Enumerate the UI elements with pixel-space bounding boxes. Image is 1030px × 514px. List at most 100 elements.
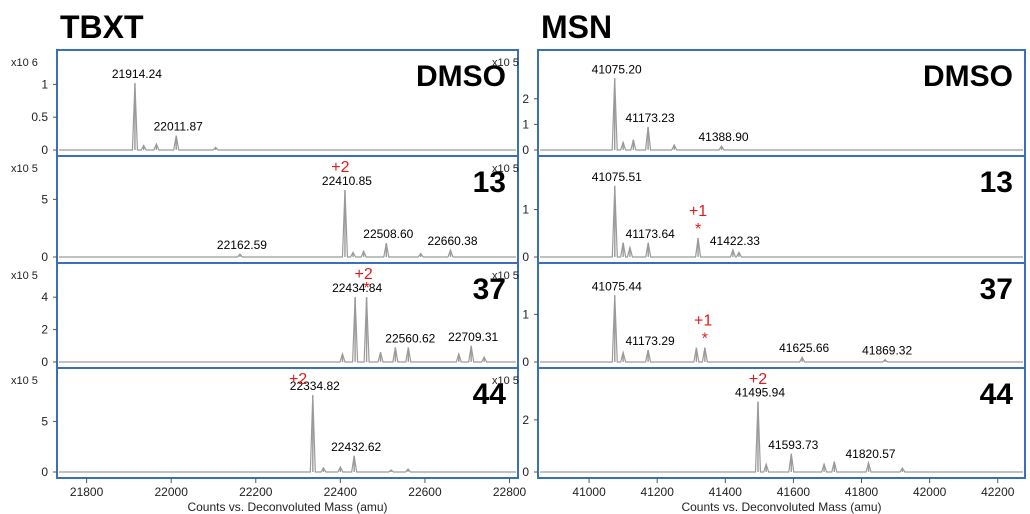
y-scale-label: x10 6 [11,57,38,69]
x-tick-label: 21800 [70,485,104,499]
peak-label: 41173.29 [626,334,675,348]
peak-label: 22162.59 [217,238,267,252]
y-tick-label: 0 [522,143,529,157]
y-tick-label: 1 [41,77,48,91]
peak-label: 41075.20 [592,62,642,76]
asterisk-annotation: * [363,280,369,297]
peak-label: 22011.87 [154,120,203,134]
peak-label: 22560.62 [385,331,435,345]
x-tick-label: 41200 [641,485,675,499]
charge-annotation: +2 [331,159,349,176]
chart-title: MSN [541,9,612,45]
x-tick-label: 22800 [493,485,527,499]
peak-label: 41388.90 [698,130,748,144]
charge-annotation: +1 [694,313,712,330]
charge-annotation: +1 [689,203,707,220]
y-tick-label: 5 [41,414,48,428]
peak-label: 41593.73 [768,438,818,452]
peak-label: 22709.31 [448,330,498,344]
panel-44: x10 5 0 5 22334.82 22432.62 +2 44 [11,367,519,479]
condition-label: 44 [473,378,507,411]
panel-13: x10 5 0 5 22162.59 22410.85 22508.60 22660.38 +… [11,155,519,264]
x-tick-label: 42200 [981,485,1015,499]
peak-label: 22660.38 [427,234,477,248]
spectrum-trace [540,185,1023,258]
y-scale-label: x10 5 [492,163,519,175]
peak-label: 41173.23 [625,111,674,125]
y-tick-label: 1 [522,117,529,131]
condition-label: DMSO [923,60,1013,93]
y-tick-label: 2 [41,323,48,337]
y-scale-label: x10 5 [11,270,38,282]
y-tick-label: 0 [522,250,529,264]
x-tick-label: 22400 [324,485,358,499]
chart-title: TBXT [60,9,144,45]
y-tick-label: 5 [41,192,48,206]
y-tick-label: 1 [522,203,529,217]
x-tick-label: 22200 [239,485,273,499]
y-tick-label: 4 [41,290,48,304]
x-tick-label: 42000 [913,485,947,499]
y-tick-label: 0 [522,465,529,479]
x-tick-label: 41000 [572,485,606,499]
asterisk-annotation: * [702,331,708,348]
charge-annotation: +2 [289,371,307,388]
y-tick-label: 1 [522,307,529,321]
spectrum-trace [59,83,516,151]
panel-dmso: x10 5 0 1 2 41075.20 41173.23 41388.90 DMSO [492,49,1026,157]
panel-border [56,367,519,479]
peak-label: 41625.66 [779,341,829,355]
x-axis-label: Counts vs. Deconvoluted Mass (amu) [187,500,387,514]
y-tick-label: 0 [41,355,48,369]
y-scale-label: x10 5 [492,375,519,387]
peak-label: 21914.24 [112,67,162,81]
x-axis-label: Counts vs. Deconvoluted Mass (amu) [681,500,881,514]
condition-label: DMSO [416,60,506,93]
y-scale-label: x10 5 [11,375,38,387]
peak-label: 22432.62 [331,440,381,454]
spectrum-trace [540,78,1023,151]
condition-label: 37 [980,273,1013,306]
x-tick-label: 22600 [408,485,442,499]
y-tick-label: 2 [522,92,529,106]
peak-label: 41075.44 [592,279,642,293]
panel-border [56,262,519,369]
y-tick-label: 0 [41,465,48,479]
peak-label: 41173.64 [626,227,675,241]
x-tick-label: 41400 [709,485,743,499]
peak-label: 41495.94 [735,386,785,400]
peak-label: 22508.60 [363,227,413,241]
y-tick-label: 2 [522,413,529,427]
peak-label: 41075.51 [592,170,642,184]
x-tick-label: 41800 [845,485,879,499]
x-tick-label: 41600 [777,485,811,499]
y-tick-label: 0 [522,355,529,369]
y-scale-label: x10 5 [492,57,519,69]
condition-label: 37 [473,273,506,306]
condition-label: 13 [980,166,1013,199]
peak-label: 22434.84 [332,281,382,295]
peak-label: 22410.85 [322,174,372,188]
x-tick-label: 22000 [155,485,189,499]
y-tick-label: 0 [41,250,48,264]
peak-label: 41422.33 [710,234,760,248]
panel-44: x10 5 0 2 41495.94 41593.73 41820.57 +2 44 [492,367,1026,479]
y-scale-label: x10 5 [492,270,519,282]
condition-label: 44 [980,378,1014,411]
y-tick-label: 0.5 [31,110,48,124]
panel-37: x10 5 0 1 41075.44 41173.29 41625.66 41869.32 +… [492,262,1026,369]
peak-label: 41820.57 [846,447,896,461]
panel-border [537,367,1026,479]
peak-label: 41869.32 [862,344,912,358]
charge-annotation: +2 [355,266,373,283]
panel-13: x10 5 0 1 41075.51 41173.64 41422.33+1* 13 [492,155,1026,264]
charge-annotation: +2 [749,371,767,388]
asterisk-annotation: * [695,221,701,238]
y-tick-label: 0 [41,143,48,157]
panel-37: x10 5 0 2 4 22434.84 22560.62 22709.31 +2* 37 [11,262,519,369]
peak-label: 22334.82 [290,379,340,393]
condition-label: 13 [473,166,506,199]
